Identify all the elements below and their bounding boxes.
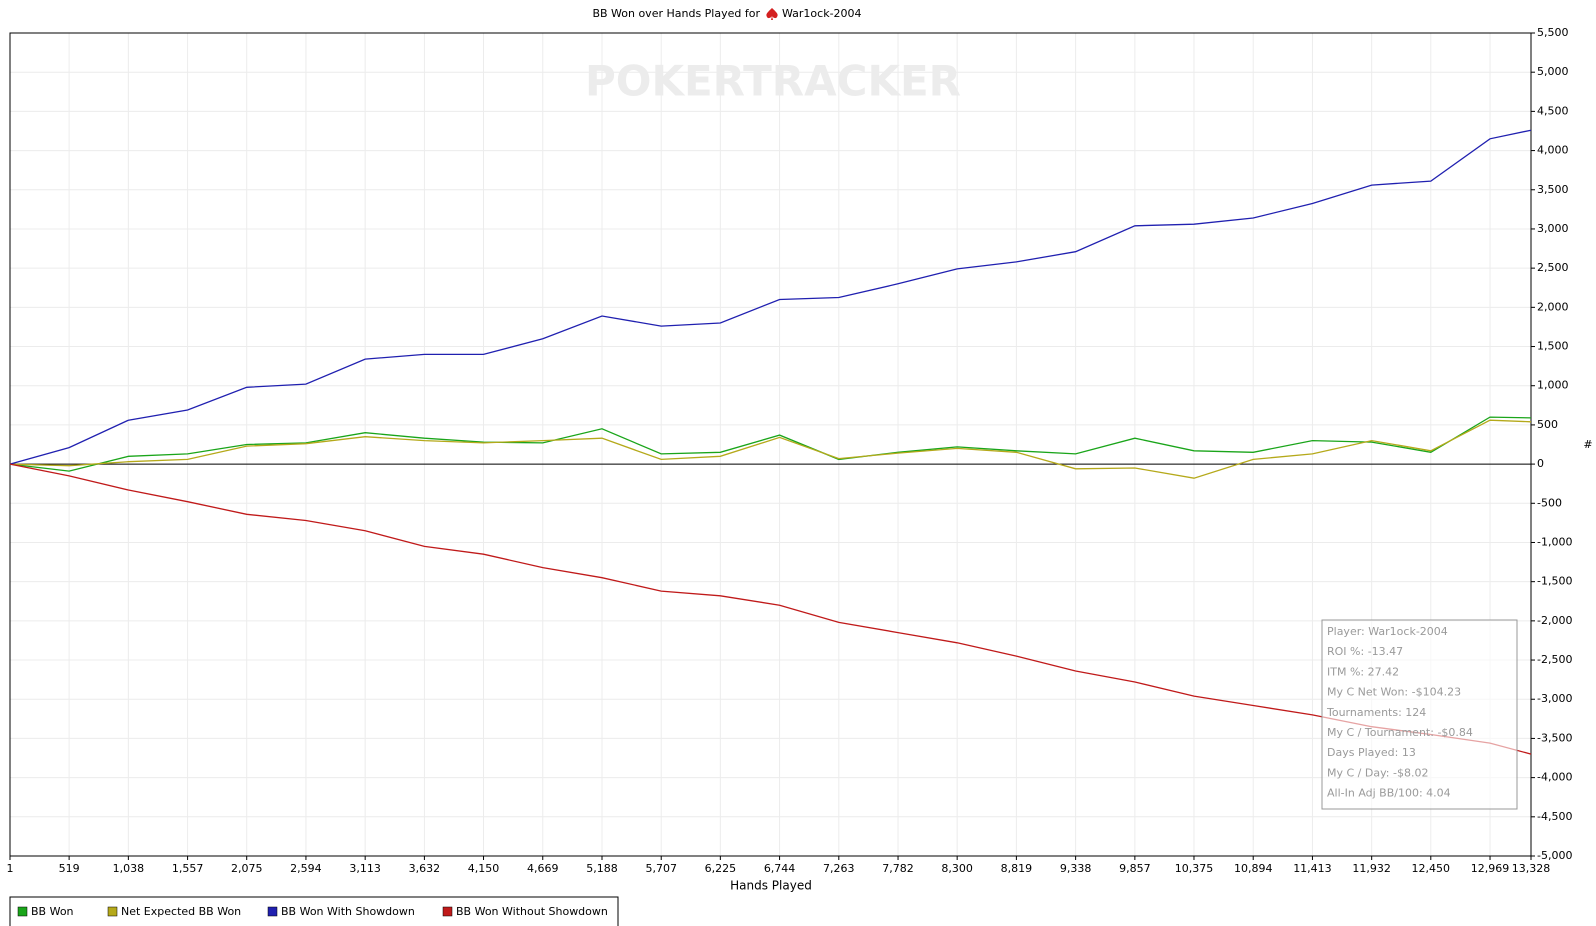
plot-frame xyxy=(9,32,1532,857)
y-tick-label: 0 xyxy=(1537,457,1544,470)
y-tick-label: 3,500 xyxy=(1537,183,1569,196)
stats-line: Player: War1ock-2004 xyxy=(1327,625,1448,638)
stats-line: All-In Adj BB/100: 4.04 xyxy=(1327,787,1451,800)
x-tick-label: 4,669 xyxy=(527,862,559,875)
x-tick-label: 13,328 xyxy=(1512,862,1551,875)
x-tick-label: 6,225 xyxy=(705,862,737,875)
legend-label: Net Expected BB Won xyxy=(121,905,241,918)
legend-label: BB Won xyxy=(31,905,74,918)
stats-line: Tournaments: 124 xyxy=(1326,706,1426,719)
legend-swatch xyxy=(442,906,453,917)
y-tick-label: -5,000 xyxy=(1537,849,1572,862)
series-line xyxy=(9,416,1532,472)
x-tick-label: 1,038 xyxy=(113,862,145,875)
stats-line: My C Net Won: -$104.23 xyxy=(1327,686,1461,699)
y-tick-label: 1,500 xyxy=(1537,340,1569,353)
y-tick-label: 4,500 xyxy=(1537,104,1569,117)
x-tick-label: 2,075 xyxy=(231,862,263,875)
x-tick-label: 12,969 xyxy=(1471,862,1510,875)
y-tick-label: -3,000 xyxy=(1537,692,1572,705)
x-tick-label: 12,450 xyxy=(1412,862,1451,875)
y-tick-label: 3,000 xyxy=(1537,222,1569,235)
y-tick-label: -3,500 xyxy=(1537,731,1572,744)
y-tick-label: -4,000 xyxy=(1537,771,1572,784)
x-tick-label: 8,300 xyxy=(941,862,973,875)
x-tick-label: 519 xyxy=(59,862,80,875)
y-tick-label: 5,500 xyxy=(1537,26,1569,39)
stats-line: My C / Day: -$8.02 xyxy=(1327,766,1428,779)
x-tick-label: 1,557 xyxy=(172,862,204,875)
stats-line: ROI %: -13.47 xyxy=(1327,645,1403,658)
y-tick-label: -4,500 xyxy=(1537,810,1572,823)
x-tick-label: 11,932 xyxy=(1352,862,1391,875)
chart-player: War1ock-2004 xyxy=(782,7,862,20)
legend-label: BB Won Without Showdown xyxy=(456,905,608,918)
stats-line: ITM %: 27.42 xyxy=(1327,665,1399,678)
x-tick-label: 1 xyxy=(7,862,14,875)
spade-icon xyxy=(766,8,778,20)
x-tick-label: 4,150 xyxy=(468,862,500,875)
y-tick-label: -2,500 xyxy=(1537,653,1572,666)
series-line xyxy=(9,463,1532,755)
y-tick-label: 1,000 xyxy=(1537,379,1569,392)
y-tick-label: 500 xyxy=(1537,418,1558,431)
x-tick-label: 7,782 xyxy=(882,862,914,875)
stats-line: My C / Tournament: -$0.84 xyxy=(1327,726,1473,739)
x-tick-label: 5,707 xyxy=(645,862,677,875)
x-tick-label: 10,375 xyxy=(1175,862,1214,875)
x-tick-label: 6,744 xyxy=(764,862,796,875)
x-axis-label: Hands Played xyxy=(730,879,812,893)
y-tick-label: 2,500 xyxy=(1537,261,1569,274)
watermark: POKERTRACKER xyxy=(585,57,961,106)
x-tick-label: 7,263 xyxy=(823,862,855,875)
legend-swatch xyxy=(17,906,28,917)
x-tick-label: 11,413 xyxy=(1293,862,1332,875)
y-tick-label: -1,500 xyxy=(1537,575,1572,588)
y-tick-label: 5,000 xyxy=(1537,65,1569,78)
legend-swatch xyxy=(107,906,118,917)
x-tick-label: 9,857 xyxy=(1119,862,1151,875)
stats-box xyxy=(1321,619,1518,810)
legend-swatch xyxy=(267,906,278,917)
x-tick-label: 5,188 xyxy=(586,862,618,875)
y-tick-label: -1,000 xyxy=(1537,535,1572,548)
stats-line: Days Played: 13 xyxy=(1327,746,1416,759)
legend-label: BB Won With Showdown xyxy=(281,905,415,918)
y-tick-label: -500 xyxy=(1537,496,1562,509)
series-line xyxy=(9,129,1532,465)
x-tick-label: 9,338 xyxy=(1060,862,1092,875)
series-line xyxy=(9,419,1532,479)
x-tick-label: 10,894 xyxy=(1234,862,1273,875)
y-axis-label: # xyxy=(1583,438,1592,451)
x-tick-label: 2,594 xyxy=(290,862,322,875)
chart-title: BB Won over Hands Played for xyxy=(592,7,760,20)
x-tick-label: 8,819 xyxy=(1001,862,1033,875)
y-tick-label: 2,000 xyxy=(1537,300,1569,313)
x-tick-label: 3,113 xyxy=(349,862,381,875)
x-tick-label: 3,632 xyxy=(409,862,441,875)
y-tick-label: 4,000 xyxy=(1537,144,1569,157)
y-tick-label: -2,000 xyxy=(1537,614,1572,627)
